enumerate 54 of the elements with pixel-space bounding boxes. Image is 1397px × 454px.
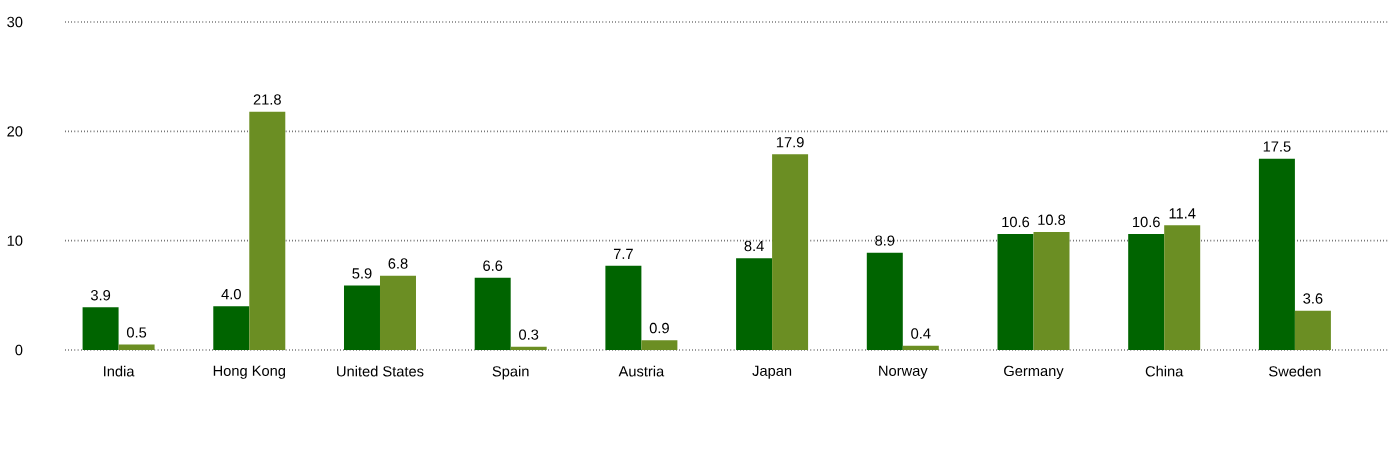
y-tick-label: 0 bbox=[15, 344, 23, 356]
data-label: 7.7 bbox=[613, 248, 633, 259]
data-label: 0.4 bbox=[911, 328, 931, 339]
data-label: 8.9 bbox=[875, 235, 895, 246]
bar bbox=[736, 258, 773, 350]
bar bbox=[641, 340, 678, 350]
bar bbox=[1033, 231, 1070, 350]
bar bbox=[474, 277, 511, 350]
x-tick-label: Sweden bbox=[1269, 365, 1321, 377]
x-tick-label: United States bbox=[337, 365, 424, 377]
data-label: 3.6 bbox=[1303, 293, 1323, 304]
data-label: 0.3 bbox=[519, 329, 539, 340]
bar bbox=[1294, 310, 1331, 350]
data-label: 0.5 bbox=[126, 327, 147, 338]
bar bbox=[1128, 234, 1165, 350]
data-label: 4.0 bbox=[221, 288, 241, 300]
bar bbox=[213, 306, 250, 350]
data-label: 6.6 bbox=[483, 260, 503, 271]
y-tick-label: 10 bbox=[7, 235, 23, 246]
x-tick-label: Germany bbox=[1004, 365, 1064, 380]
x-tick-label: Hong Kong bbox=[213, 365, 286, 379]
data-label: 10.6 bbox=[1002, 216, 1030, 228]
bar bbox=[1258, 158, 1295, 350]
data-label: 5.9 bbox=[352, 268, 372, 279]
bar bbox=[379, 275, 416, 350]
data-label: 0.9 bbox=[649, 322, 669, 334]
x-tick-label: Norway bbox=[879, 365, 928, 379]
data-label: 17.5 bbox=[1263, 141, 1291, 152]
bar bbox=[249, 111, 286, 350]
y-tick-label: 20 bbox=[7, 126, 23, 137]
y-tick-label: 30 bbox=[7, 16, 23, 28]
bar bbox=[772, 154, 809, 350]
data-label: 11.4 bbox=[1169, 208, 1196, 219]
data-label: 21.8 bbox=[253, 94, 281, 105]
bar bbox=[118, 344, 155, 350]
bar bbox=[902, 345, 939, 350]
bar bbox=[343, 285, 380, 350]
data-label: 6.8 bbox=[388, 258, 408, 269]
bar bbox=[510, 346, 547, 350]
data-label: 10.6 bbox=[1133, 216, 1160, 228]
x-tick-label: Spain bbox=[492, 365, 529, 380]
bar bbox=[82, 307, 119, 350]
bar bbox=[1164, 225, 1201, 350]
x-tick-label: India bbox=[104, 365, 135, 377]
bar bbox=[997, 234, 1034, 350]
bar bbox=[605, 265, 642, 350]
data-label: 8.4 bbox=[744, 240, 764, 252]
data-label: 3.9 bbox=[90, 290, 111, 301]
x-tick-label: Austria bbox=[618, 365, 665, 377]
x-tick-label: Japan bbox=[752, 365, 792, 379]
bar bbox=[866, 252, 903, 350]
data-label: 17.9 bbox=[776, 136, 804, 148]
data-label: 10.8 bbox=[1038, 214, 1066, 225]
x-tick-label: China bbox=[1145, 365, 1184, 377]
